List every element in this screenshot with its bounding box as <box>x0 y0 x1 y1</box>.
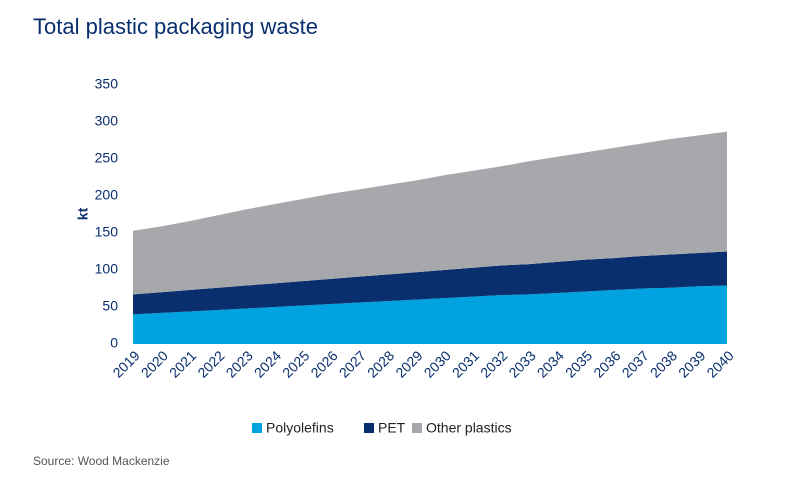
area <box>133 131 727 295</box>
area <box>133 285 727 344</box>
x-tick-label: 2035 <box>562 347 595 380</box>
y-tick-label: 100 <box>95 261 119 277</box>
legend-swatch <box>252 423 262 433</box>
x-tick-label: 2024 <box>251 347 284 380</box>
x-tick-label: 2021 <box>166 347 199 380</box>
x-tick-label: 2036 <box>590 347 623 380</box>
x-tick-label: 2030 <box>421 347 454 380</box>
x-tick-label: 2028 <box>364 347 397 380</box>
legend: Polyolefins PET Other plastics <box>252 420 512 436</box>
y-tick-label: 150 <box>95 224 119 240</box>
source: Source: Wood Mackenzie <box>33 454 170 468</box>
chart-title: Total plastic packaging waste <box>33 14 318 39</box>
y-tick-label: 250 <box>95 150 119 166</box>
x-tick-label: 2029 <box>392 347 425 380</box>
x-tick-label: 2040 <box>703 347 736 380</box>
x-tick-label: 2023 <box>223 347 256 380</box>
x-tick-label: 2022 <box>194 347 227 380</box>
legend-label: PET <box>378 420 406 436</box>
x-tick-label: 2039 <box>675 347 708 380</box>
y-tick-label: 50 <box>102 298 118 314</box>
x-tick-label: 2019 <box>109 347 142 380</box>
area <box>133 251 727 315</box>
legend-swatch <box>364 423 374 433</box>
x-tick-label: 2020 <box>138 347 171 380</box>
x-tick-label: 2032 <box>477 347 510 380</box>
x-tick-label: 2033 <box>505 347 538 380</box>
legend-label: Polyolefins <box>266 420 334 436</box>
legend-label: Other plastics <box>426 420 512 436</box>
y-axis-label: kt <box>75 207 91 220</box>
x-tick-label: 2025 <box>279 347 312 380</box>
y-tick-label: 300 <box>95 113 119 129</box>
x-tick-label: 2026 <box>307 347 340 380</box>
plot <box>133 131 727 344</box>
x-tick-label: 2037 <box>619 347 652 380</box>
x-tick-label: 2031 <box>449 347 482 380</box>
x-tick-label: 2034 <box>534 347 567 380</box>
x-tick-label: 2027 <box>336 347 369 380</box>
legend-swatch <box>412 423 422 433</box>
y-tick-label: 200 <box>95 187 119 203</box>
y-tick-label: 0 <box>110 335 118 351</box>
x-tick-label: 2038 <box>647 347 680 380</box>
y-tick-label: 350 <box>95 76 119 92</box>
